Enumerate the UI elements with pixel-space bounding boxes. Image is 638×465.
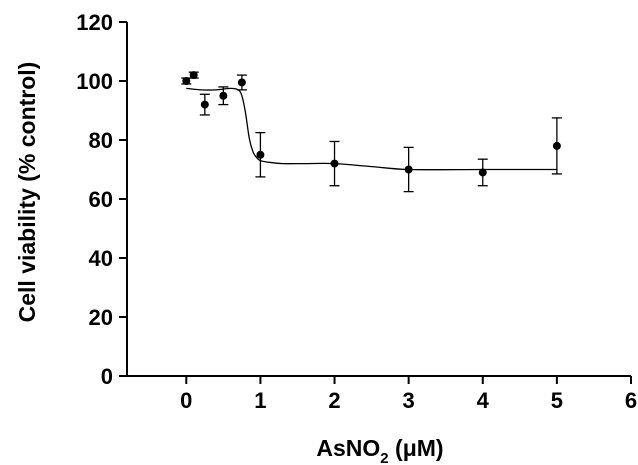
ticks: [119, 21, 632, 384]
y-tick-label: 0: [101, 364, 113, 389]
y-tick-label: 100: [76, 69, 113, 94]
x-tick-label: 3: [403, 388, 415, 413]
axes: [126, 22, 631, 377]
y-axis-title: Cell viability (% control): [14, 62, 40, 323]
fit-curve-group: [186, 87, 557, 171]
data-point: [189, 71, 198, 80]
x-tick-label: 6: [625, 388, 637, 413]
y-tick-label: 20: [89, 305, 113, 330]
fit-curve: [186, 87, 557, 171]
x-tick-label: 5: [551, 388, 563, 413]
error-bars: [181, 71, 562, 193]
data-point: [404, 165, 413, 174]
data-point: [552, 141, 561, 150]
data-point: [478, 168, 487, 177]
y-tick-label: 60: [89, 187, 113, 212]
data-point: [219, 91, 228, 100]
x-axis-title: AsNO2 (μM): [316, 435, 443, 465]
x-tick-label: 1: [254, 388, 266, 413]
x-tick-label: 0: [180, 388, 192, 413]
y-tick-label: 40: [89, 246, 113, 271]
data-point: [200, 100, 209, 109]
x-tick-label: 4: [477, 388, 490, 413]
data-points: [182, 71, 561, 177]
data-point: [182, 77, 191, 85]
data-point: [237, 78, 246, 87]
x-tick-label: 2: [328, 388, 340, 413]
data-point: [330, 159, 339, 168]
data-point: [256, 150, 265, 159]
y-tick-label: 80: [89, 128, 113, 153]
y-tick-label: 120: [76, 10, 113, 35]
